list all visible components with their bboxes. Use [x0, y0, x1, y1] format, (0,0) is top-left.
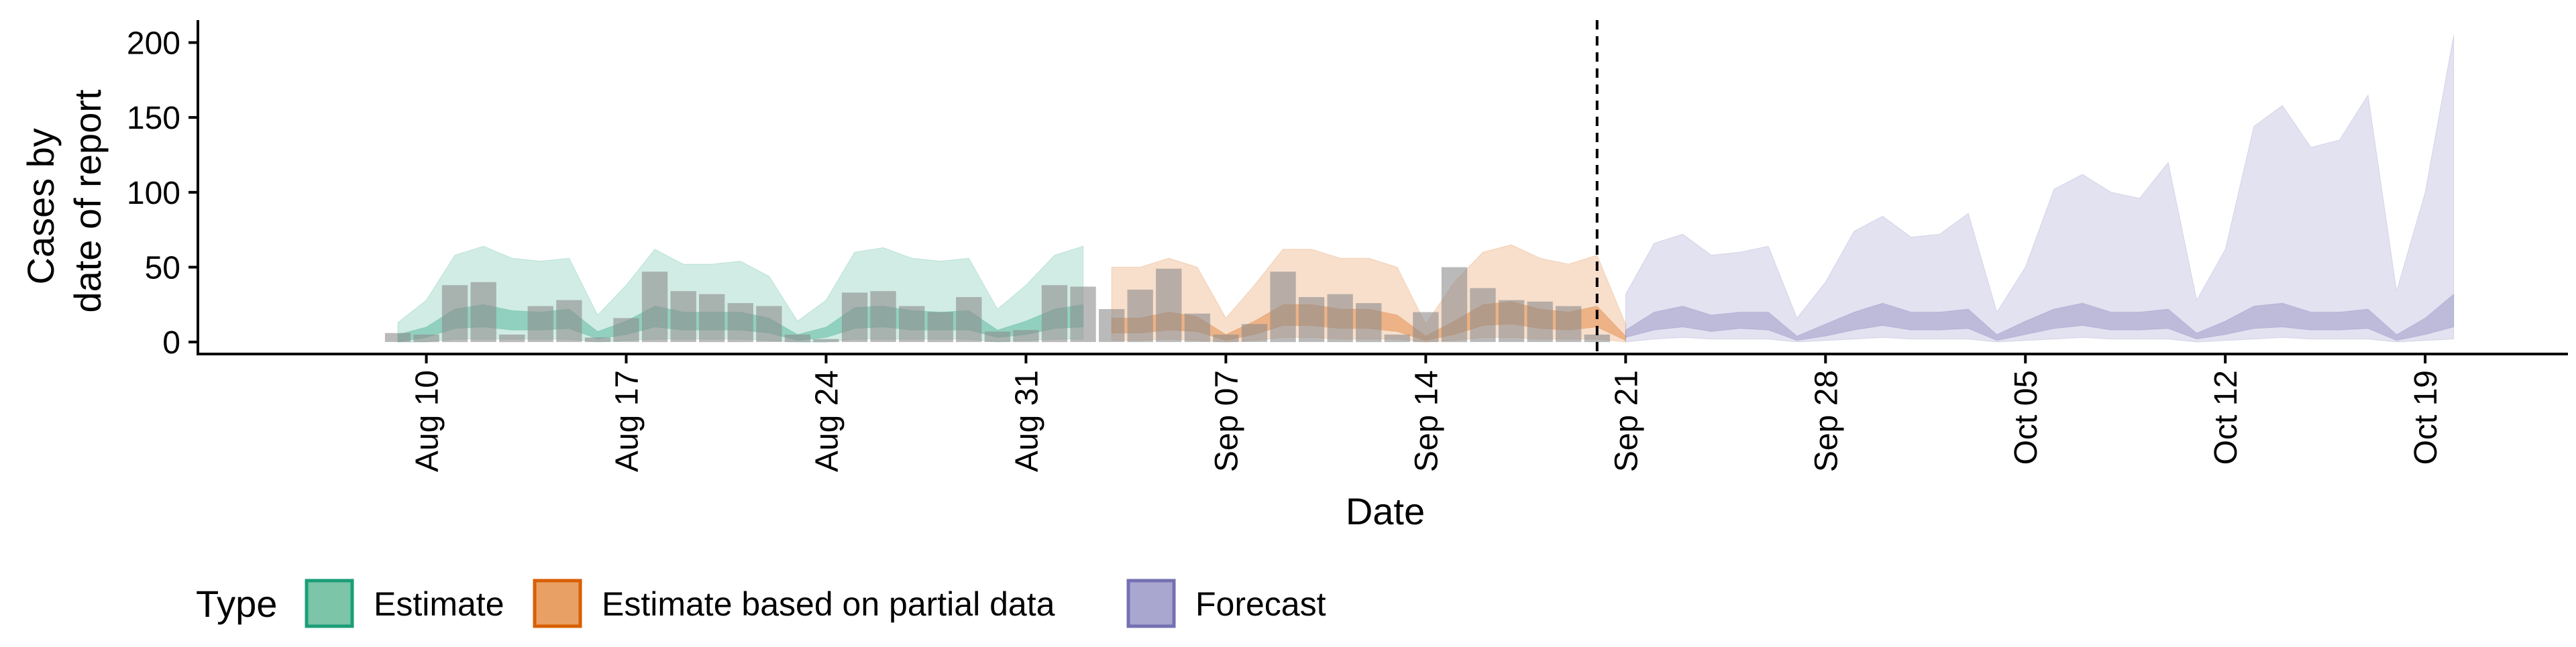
observed-bar	[1298, 297, 1325, 343]
observed-bar	[927, 312, 953, 343]
observed-bar	[1070, 286, 1096, 343]
observed-bar	[870, 291, 896, 343]
y-ticks: 0 50 100 150 200	[127, 25, 198, 361]
x-tick-label: Oct 12	[2208, 370, 2244, 465]
observed-bar	[1041, 285, 1068, 343]
observed-bar	[784, 335, 810, 343]
x-tick-label: Oct 19	[2408, 370, 2444, 465]
observed-bars	[384, 267, 1610, 343]
y-axis-title-line-2: date of report	[66, 89, 109, 313]
observed-bar	[1498, 300, 1525, 343]
observed-bar	[1327, 294, 1353, 343]
observed-bar	[499, 335, 525, 343]
y-tick-label: 200	[127, 25, 180, 61]
x-tick-label: Sep 07	[1209, 370, 1244, 472]
observed-bar	[413, 335, 439, 343]
x-tick-label: Aug 31	[1009, 370, 1044, 472]
observed-bar	[1527, 301, 1553, 343]
observed-bar	[841, 292, 868, 343]
y-tick-label: 0	[162, 325, 180, 361]
observed-bar	[1127, 290, 1153, 343]
observed-bar	[1099, 309, 1125, 343]
observed-bar	[384, 333, 411, 343]
legend-label-1: Estimate based on partial data	[602, 585, 1055, 623]
observed-bar	[984, 331, 1010, 343]
legend-label-2: Forecast	[1195, 585, 1326, 623]
band-90-forecast	[1625, 35, 2455, 343]
x-ticks: Aug 10 Aug 17 Aug 24 Aug 31 Sep 07 Sep 14 Sep …	[410, 354, 2444, 472]
x-tick-label: Sep 14	[1409, 370, 1444, 472]
legend-title: Type	[196, 583, 277, 625]
y-tick-label: 100	[127, 176, 180, 211]
x-axis-title: Date	[1346, 490, 1425, 532]
observed-bar	[899, 306, 925, 343]
observed-bar	[1470, 288, 1496, 343]
legend-label-0: Estimate	[374, 585, 504, 623]
observed-bar	[756, 306, 782, 343]
observed-bar	[441, 285, 468, 343]
x-tick-label: Aug 24	[809, 370, 845, 472]
observed-bar	[584, 337, 611, 343]
observed-bar	[1556, 306, 1582, 343]
band-50-forecast	[1625, 293, 2455, 341]
x-tick-label: Aug 17	[609, 370, 645, 472]
observed-bar	[1213, 335, 1239, 343]
x-tick-label: Sep 28	[1809, 370, 1844, 472]
observed-bar	[1184, 313, 1210, 343]
observed-bar	[1013, 330, 1039, 343]
legend-key-2	[1126, 579, 1176, 628]
observed-bar	[670, 291, 696, 343]
observed-bar	[727, 303, 753, 343]
observed-bar	[956, 297, 982, 343]
observed-bar	[1156, 268, 1182, 343]
y-axis-title-line-1: Cases by	[19, 128, 62, 284]
observed-bar	[470, 282, 496, 343]
observed-bar	[556, 300, 582, 343]
y-tick-label: 150	[127, 101, 180, 136]
legend-key-0	[305, 579, 354, 628]
observed-bar	[641, 272, 668, 343]
x-tick-label: Oct 05	[2008, 370, 2044, 465]
observed-bar	[613, 318, 639, 343]
observed-bar	[1384, 335, 1410, 343]
y-axis-title: Cases by date of report	[19, 89, 109, 313]
axes	[197, 20, 2568, 355]
x-tick-label: Sep 21	[1609, 370, 1644, 472]
x-tick-label: Aug 10	[410, 370, 445, 472]
observed-bar	[1270, 272, 1296, 343]
legend: Type Estimate Estimate based on partial d…	[196, 579, 1326, 628]
observed-bar	[1584, 335, 1610, 343]
observed-bar	[527, 306, 553, 343]
observed-bar	[1413, 312, 1439, 343]
observed-bar	[1356, 303, 1382, 343]
observed-bar	[1241, 324, 1268, 343]
legend-key-1	[533, 579, 582, 628]
observed-bar	[1441, 267, 1468, 343]
observed-bar	[699, 294, 725, 343]
observed-bar	[813, 339, 839, 343]
y-tick-label: 50	[145, 250, 180, 286]
